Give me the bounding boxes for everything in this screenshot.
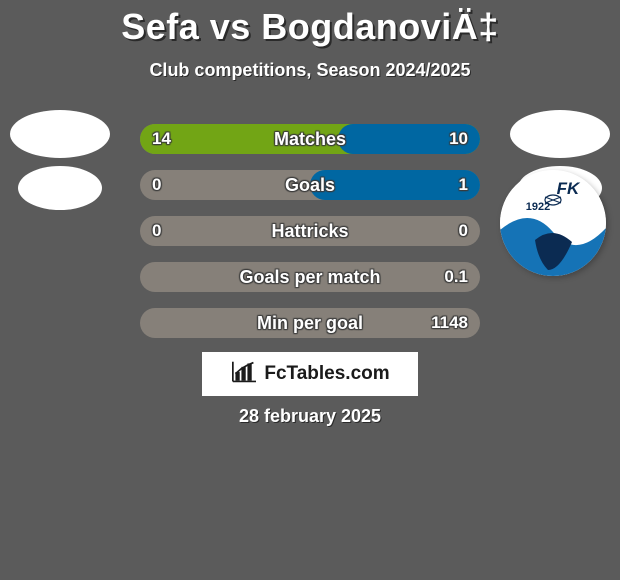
stats-container: Matches1410 Goals01 Hattricks00 Goals per m…: [140, 124, 480, 354]
stat-bar-bg: [140, 262, 480, 292]
fctables-label: FcTables.com: [264, 363, 389, 385]
stat-fill-right: [338, 124, 480, 154]
page-title: Sefa vs BogdanoviÄ‡: [0, 0, 620, 48]
stat-row: Goals per match0.1: [140, 262, 480, 292]
stat-row: Goals01: [140, 170, 480, 200]
subtitle: Club competitions, Season 2024/2025: [0, 60, 620, 81]
stat-bar-bg: [140, 308, 480, 338]
stat-row: Hattricks00: [140, 216, 480, 246]
club-badge: FK 1922: [500, 170, 606, 276]
stat-row: Matches1410: [140, 124, 480, 154]
svg-text:FK: FK: [557, 179, 581, 198]
fctables-widget[interactable]: FcTables.com: [202, 352, 418, 396]
stat-fill-right: [310, 170, 480, 200]
stat-bar-bg: [140, 216, 480, 246]
player-left-avatar: [10, 110, 110, 240]
bar-chart-icon: [230, 360, 258, 389]
stat-row: Min per goal1148: [140, 308, 480, 338]
date-line: 28 february 2025: [0, 406, 620, 427]
